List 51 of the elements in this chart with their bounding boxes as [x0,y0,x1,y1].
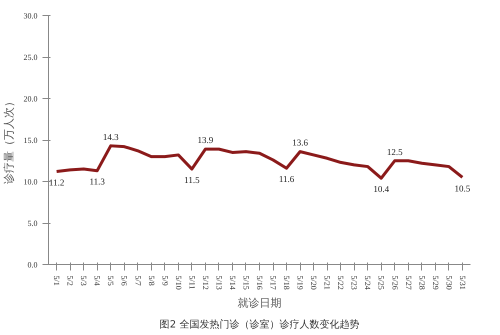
x-tick-label: 5/26 [390,276,400,290]
x-tick-label: 5/4 [92,276,102,286]
y-tick-label: 30.0 [24,12,38,20]
x-tick-label: 5/15 [241,276,250,290]
x-tick-label: 5/24 [363,276,372,290]
caption: 图2 全国发热门诊（诊室）诊疗人数变化趋势 [160,318,360,330]
data-label: 11.3 [89,176,106,187]
data-label: 11.6 [278,174,295,184]
data-label: 10.4 [373,184,390,194]
x-tick-label: 5/29 [430,276,440,290]
x-tick-label: 5/1 [52,276,62,286]
x-tick-label: 5/11 [187,276,196,290]
y-tick-label: 5.0 [28,219,38,228]
x-tick-label: 5/25 [376,276,386,290]
x-tick-label: 5/3 [79,276,88,286]
x-axis-title: 就诊日期 [238,296,282,310]
y-tick-label: 0.0 [28,260,38,270]
y-axis-title: 诊疗量（万人次） [2,96,16,184]
x-tick-label: 5/8 [146,276,156,286]
x-tick-label: 5/20 [309,276,318,290]
x-tick-label: 5/18 [282,276,292,290]
data-label: 13.6 [292,138,308,148]
x-tick-label: 5/5 [106,276,116,286]
data-label: 11.5 [184,175,200,186]
data-label: 11.2 [48,178,64,188]
x-tick-label: 5/21 [322,276,332,290]
data-label: 12.5 [386,146,404,157]
x-tick-label: 5/9 [160,276,170,286]
x-tick-label: 5/17 [268,276,278,290]
x-tick-label: 5/19 [296,276,305,290]
data-label: 13.9 [198,135,214,146]
x-tick-label: 5/13 [214,276,224,290]
x-tick-label: 5/7 [133,276,142,286]
y-tick-label: 25.0 [24,53,38,62]
x-tick-label: 5/14 [228,276,237,290]
x-tick-label: 5/22 [336,276,346,290]
x-tick-label: 5/27 [404,276,413,290]
x-tick-label: 5/23 [350,276,359,290]
y-tick-label: 10.0 [24,178,38,186]
data-label: 14.3 [102,132,120,142]
y-tick-label: 20.0 [24,94,38,104]
data-label: 10.5 [454,183,471,194]
x-tick-label: 5/28 [417,276,426,290]
x-tick-label: 5/2 [66,276,75,286]
x-tick-label: 5/6 [120,276,129,286]
x-tick-label: 5/30 [444,276,454,290]
x-tick-label: 5/16 [255,276,264,290]
x-tick-label: 5/31 [458,276,467,290]
y-tick-label: 15.0 [24,136,38,145]
x-tick-label: 5/10 [174,276,183,290]
x-tick-label: 5/12 [200,276,210,290]
